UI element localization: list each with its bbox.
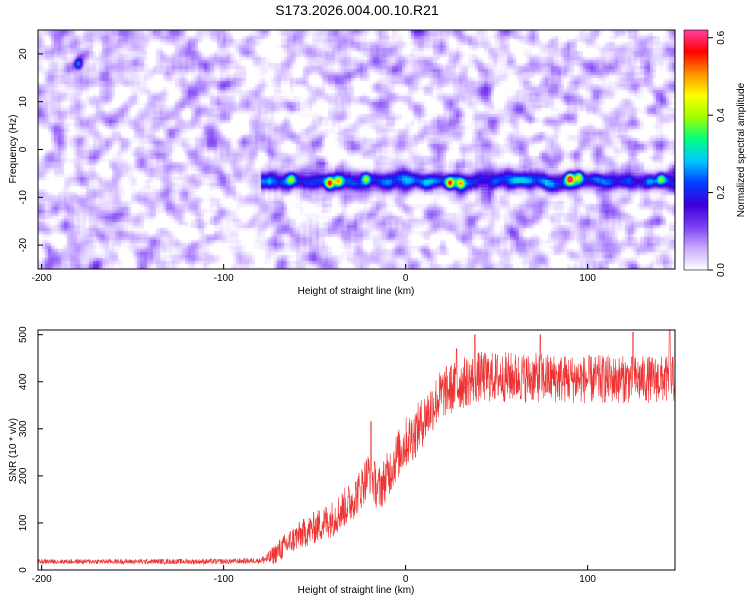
snr-y-tick-label: 300: [18, 420, 29, 437]
colorbar-tick-label: 0.6: [716, 30, 727, 44]
spectrogram-heatmap: [38, 30, 675, 269]
heatmap-y-tick-label: 10: [18, 96, 29, 108]
heatmap-y-ticks: -20 -10 0 10 20: [18, 48, 43, 252]
heatmap-y-tick-label: -20: [18, 237, 29, 252]
snr-x-tick-label: 0: [403, 574, 409, 585]
snr-x-tick-label: -100: [214, 574, 234, 585]
snr-series-line: [38, 330, 675, 566]
snr-frame: [37, 329, 676, 571]
colorbar: 0.0 0.2 0.4 0.6 Normalized spectral amplitu…: [683, 29, 747, 277]
snr-y-ticks: 0 100 200 300 400 500: [18, 326, 43, 573]
colorbar-ticks: 0.0 0.2 0.4 0.6: [708, 30, 727, 277]
colorbar-tick-label: 0.4: [716, 108, 727, 122]
snr-y-tick-label: 200: [18, 467, 29, 484]
heatmap-y-label: Frequency (Hz): [8, 115, 19, 184]
heatmap-y-tick-label: -10: [18, 190, 29, 205]
page-title: S173.2026.004.00.10.R21: [275, 2, 439, 18]
colorbar-label: Normalized spectral amplitude: [736, 82, 747, 217]
snr-y-tick-label: 0: [18, 567, 29, 573]
colorbar-tick-label: 0.2: [716, 185, 727, 199]
snr-x-tick-label: 100: [579, 574, 596, 585]
heatmap-y-tick-label: 0: [18, 146, 29, 152]
snr-y-tick-label: 100: [18, 514, 29, 531]
heatmap-x-tick-label: 100: [579, 273, 596, 284]
snr-x-ticks: -200 -100 0 100: [32, 565, 596, 585]
heatmap-x-ticks: -200 -100 0 100: [32, 264, 596, 284]
heatmap-x-label: Height of straight line (km): [298, 286, 415, 297]
colorbar-tick-label: 0.0: [716, 263, 727, 277]
heatmap-x-tick-label: -200: [32, 273, 52, 284]
snr-x-tick-label: -200: [32, 574, 52, 585]
snr-y-tick-label: 500: [18, 326, 29, 343]
heatmap-x-tick-label: 0: [403, 273, 409, 284]
heatmap-x-tick-label: -100: [214, 273, 234, 284]
heatmap-y-tick-label: 20: [18, 48, 29, 60]
colorbar-gradient: [683, 29, 709, 271]
snr-x-label: Height of straight line (km): [298, 585, 415, 596]
snr-y-tick-label: 400: [18, 373, 29, 390]
snr-y-label: SNR (10 * v/v): [8, 418, 19, 482]
heatmap-canvas: [38, 30, 675, 269]
